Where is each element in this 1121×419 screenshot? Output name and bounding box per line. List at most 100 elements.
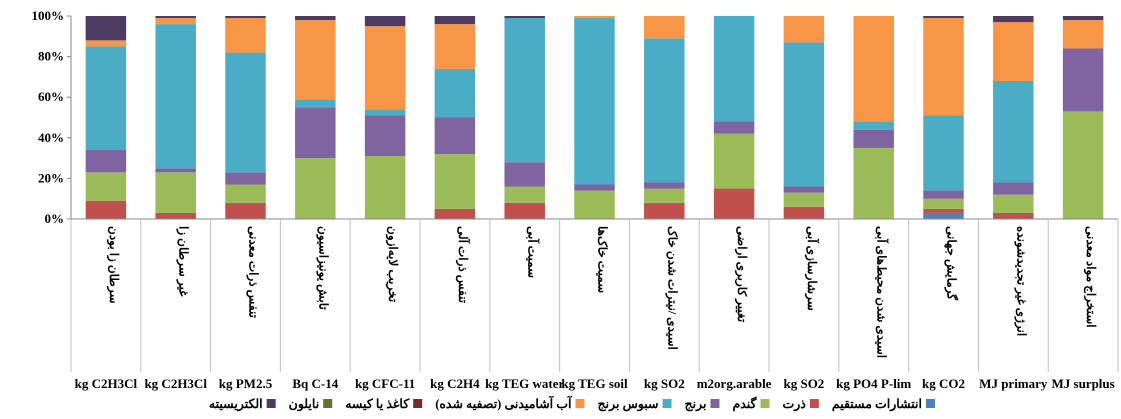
legend-label: الکتریسیته: [209, 397, 263, 412]
bar-segment: [853, 129, 894, 148]
bar-segment: [85, 16, 127, 41]
bar-segment: [155, 168, 196, 173]
bar-segment: [504, 202, 545, 219]
bar-segment: [225, 202, 266, 219]
bar-segment: [364, 16, 406, 27]
legend-swatch: [809, 399, 819, 408]
bar-segment: [434, 154, 476, 209]
bar-segment: [225, 16, 266, 19]
legend-swatch: [575, 399, 585, 408]
x-category-label: غیر سرطان زا: [176, 226, 191, 297]
bar-segment: [783, 192, 825, 207]
x-category-label: تنفس ذرات آلی: [455, 226, 472, 304]
bar-segment: [923, 16, 964, 19]
bar-segment: [1062, 48, 1104, 112]
bar-segment: [993, 22, 1034, 81]
bar-segment: [155, 16, 196, 19]
bar-segment: [85, 200, 127, 219]
legend-label: برنج: [685, 397, 707, 412]
bar-segment: [504, 18, 545, 163]
y-axis: 0% 20% 40% 60% 80% 100%: [32, 8, 72, 226]
bar-segment: [783, 186, 825, 193]
bar-segment: [923, 190, 964, 199]
bar-segment: [574, 18, 615, 185]
x-category-label: انرژی غیر تجدیدشونده: [1013, 226, 1028, 336]
bar-segment: [993, 212, 1034, 219]
bar-segment: [853, 121, 894, 130]
x-category-label: تخریب لایه‌ازون: [385, 226, 400, 303]
y-tick-label: 60%: [38, 89, 64, 104]
bar-segment: [85, 149, 127, 173]
legend-swatch: [710, 399, 720, 408]
x-category-label: اسیدی /نیترات شدن خاک: [664, 226, 679, 350]
bar-segment: [1062, 111, 1104, 219]
x-unit-label: kg C2H4: [430, 376, 480, 391]
x-category-label: سمیت خاک‌ها: [596, 226, 610, 293]
bar-segment: [644, 38, 685, 183]
x-category-label: سرشارسازی آبی: [804, 226, 821, 311]
bar-segment: [1062, 16, 1104, 21]
bar-segment: [155, 172, 196, 213]
bar-segment: [713, 16, 755, 122]
legend-swatch: [926, 399, 935, 408]
x-unit-label: kg SO2: [644, 376, 685, 391]
y-tick-label: 20%: [38, 170, 64, 185]
bar-segment: [993, 182, 1034, 195]
x-unit-label: kg C2H3Cl: [75, 376, 138, 391]
bar-segment: [923, 18, 964, 116]
bar-segment: [713, 133, 755, 189]
legend-label: کاغذ یا کیسه: [345, 397, 410, 411]
bar-segment: [644, 16, 685, 39]
x-category-label: گرمایش جهانی: [944, 226, 960, 300]
x-category-label: تغییر کاربری اراضی: [734, 226, 749, 323]
legend-label: ذرت: [783, 397, 807, 412]
x-category-label: تابش یونیزاسیون: [315, 226, 330, 310]
bar-segment: [434, 24, 476, 69]
legend-label: انتشارات مستقیم: [832, 397, 922, 412]
bar-segment: [783, 42, 825, 187]
bar-segment: [574, 190, 615, 219]
y-tick-label: 100%: [32, 8, 65, 23]
legend-swatch: [266, 399, 276, 408]
bar-segment: [993, 194, 1034, 213]
bar-segment: [434, 117, 476, 155]
bar-segment: [853, 147, 894, 219]
bar-segment: [295, 16, 336, 21]
bar-segment: [923, 212, 964, 219]
x-unit-label: kg SO2: [783, 376, 824, 391]
bar-segment: [225, 52, 266, 173]
y-tick-label: 0%: [45, 211, 65, 226]
legend-swatch: [413, 399, 423, 408]
bar-segment: [155, 212, 196, 219]
bar-segment: [225, 172, 266, 185]
bar-segment: [644, 182, 685, 189]
bar-segment: [574, 184, 615, 191]
bar-segment: [85, 172, 127, 201]
bar-segment: [225, 184, 266, 203]
x-category-label: سرطان زا بودن: [106, 226, 121, 304]
bar-segment: [923, 198, 964, 209]
bar-segment: [783, 16, 825, 43]
bar-segment: [923, 208, 964, 213]
x-unit-label: kg C2H3Cl: [144, 376, 207, 391]
bar-segment: [85, 46, 127, 150]
x-axis: سرطان زا بودن غیر سرطان زا تنفس ذرات معدنی…: [70, 218, 1119, 391]
legend-swatch: [323, 399, 333, 408]
bar-segment: [295, 107, 336, 159]
x-category-label: اسیدی شدن محیط‌های آبی: [875, 226, 891, 358]
bar-segment: [1062, 20, 1104, 49]
bar-segment: [295, 158, 336, 219]
x-category-label: استخراج مواد معدنی: [1083, 226, 1098, 328]
x-unit-label: kg TEG soil: [561, 376, 628, 391]
bar-segment: [923, 115, 964, 191]
bar-segment: [783, 206, 825, 219]
legend-label: نایلون: [289, 397, 320, 412]
bar-segment: [295, 99, 336, 108]
bar-segment: [364, 26, 406, 110]
bar-segment: [853, 16, 894, 122]
bar-segment: [713, 188, 755, 219]
bar-segment: [574, 16, 615, 19]
legend-label: گندم: [732, 395, 757, 412]
bar-segment: [504, 162, 545, 187]
